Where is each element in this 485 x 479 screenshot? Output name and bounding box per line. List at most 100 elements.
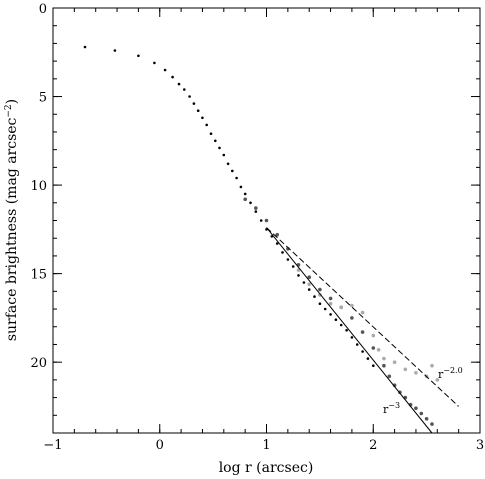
data-marks <box>83 45 440 426</box>
black-data-point <box>214 139 217 143</box>
light-gray-data-point <box>350 303 354 308</box>
dark-gray-data-point <box>387 374 392 379</box>
dark-gray-data-point <box>419 411 424 416</box>
black-data-point <box>218 146 221 150</box>
light-gray-data-point <box>392 360 397 365</box>
black-data-point <box>183 88 186 91</box>
dark-gray-data-point <box>254 206 258 210</box>
black-data-point <box>153 61 156 65</box>
y-axis-label-close: ) <box>4 99 20 104</box>
y-axis-label: surface brightness (mag arcsec−2) <box>4 99 20 341</box>
reference-lines <box>266 227 459 434</box>
dark-gray-data-point <box>414 406 418 411</box>
black-data-point <box>243 192 247 196</box>
y-tick-label: 10 <box>30 179 47 194</box>
axis-tick-labels: −1 0 1 2 3 0 5 10 15 20 <box>30 2 484 453</box>
ref-label-r2: r−2.0 <box>438 366 463 381</box>
dark-gray-data-point <box>328 296 333 301</box>
x-tick-label: −1 <box>43 438 62 453</box>
black-data-point <box>177 82 181 86</box>
black-data-point <box>226 162 230 166</box>
black-data-point <box>297 274 300 277</box>
black-data-point <box>188 95 191 98</box>
y-axis-label-sup: −2 <box>4 104 14 117</box>
ref-label-r2-exp: −2.0 <box>443 366 462 375</box>
x-tick-label: 3 <box>476 438 484 453</box>
dark-gray-data-point <box>318 287 322 292</box>
light-gray-data-point <box>414 371 418 375</box>
ref-label-r2-base: r <box>438 368 444 381</box>
ref-label-r3-exp: −3 <box>388 401 400 410</box>
dark-gray-data-point <box>424 417 429 421</box>
dark-gray-data-point <box>275 232 280 237</box>
black-data-point <box>231 169 234 173</box>
light-gray-data-point <box>382 356 386 361</box>
light-gray-data-point <box>360 310 365 315</box>
black-data-point <box>350 336 354 339</box>
dark-gray-data-point <box>350 316 354 320</box>
black-data-point <box>113 49 117 52</box>
dark-gray-data-point <box>382 363 386 368</box>
black-data-point <box>302 281 306 284</box>
power-law-r2-line <box>266 227 459 407</box>
black-data-point <box>254 210 258 213</box>
black-data-point <box>318 302 322 306</box>
y-tick-label: 0 <box>39 2 47 17</box>
black-data-point <box>235 176 238 180</box>
dark-gray-data-point <box>360 330 365 334</box>
light-gray-data-point <box>371 333 376 338</box>
y-tick-label: 15 <box>30 268 47 283</box>
x-tick-label: 0 <box>156 438 164 453</box>
y-tick-label: 20 <box>30 356 47 371</box>
black-data-point <box>307 288 311 291</box>
light-gray-data-point <box>307 282 312 287</box>
dark-gray-data-point <box>307 275 312 280</box>
x-tick-label: 2 <box>369 438 377 453</box>
black-data-point <box>361 350 364 353</box>
black-data-point <box>291 265 295 268</box>
light-gray-data-point <box>328 301 333 306</box>
power-law-r3-line <box>266 227 433 434</box>
black-data-point <box>313 295 316 298</box>
black-data-point <box>275 242 279 245</box>
black-data-point <box>355 343 359 346</box>
black-data-point <box>372 364 375 368</box>
light-gray-data-point <box>318 293 322 297</box>
dark-gray-data-point <box>264 218 269 223</box>
axis-ticks <box>52 7 481 434</box>
black-data-point <box>201 116 204 120</box>
light-gray-data-point <box>376 348 381 352</box>
black-data-point <box>259 219 263 222</box>
black-data-point <box>137 54 140 58</box>
dark-gray-data-point <box>371 346 376 350</box>
black-data-point <box>345 329 348 332</box>
black-data-point <box>222 153 226 157</box>
black-data-point <box>323 307 327 311</box>
ref-label-r3-base: r <box>383 403 389 416</box>
black-data-point <box>249 201 252 205</box>
black-data-point <box>334 318 338 322</box>
black-data-point <box>286 258 290 261</box>
black-data-point <box>209 132 213 135</box>
dark-gray-data-point <box>243 197 247 202</box>
black-data-point <box>205 123 208 127</box>
dark-gray-data-point <box>430 422 434 426</box>
black-data-point <box>239 185 243 189</box>
black-data-point <box>83 45 87 49</box>
black-data-point <box>192 102 196 105</box>
black-data-point <box>281 251 284 254</box>
light-gray-data-point <box>430 363 434 368</box>
light-gray-data-point <box>339 305 344 310</box>
black-data-point <box>171 75 174 79</box>
black-data-point <box>163 68 167 72</box>
ref-label-r3: r−3 <box>383 401 400 416</box>
black-data-point <box>329 313 332 316</box>
black-data-point <box>196 109 200 112</box>
light-gray-data-point <box>435 378 440 382</box>
x-axis-label: log r (arcsec) <box>219 460 314 476</box>
y-tick-label: 5 <box>39 91 47 106</box>
x-tick-label: 1 <box>262 438 270 453</box>
y-axis-label-main: surface brightness (mag arcsec <box>4 117 20 341</box>
light-gray-data-point <box>403 367 408 372</box>
